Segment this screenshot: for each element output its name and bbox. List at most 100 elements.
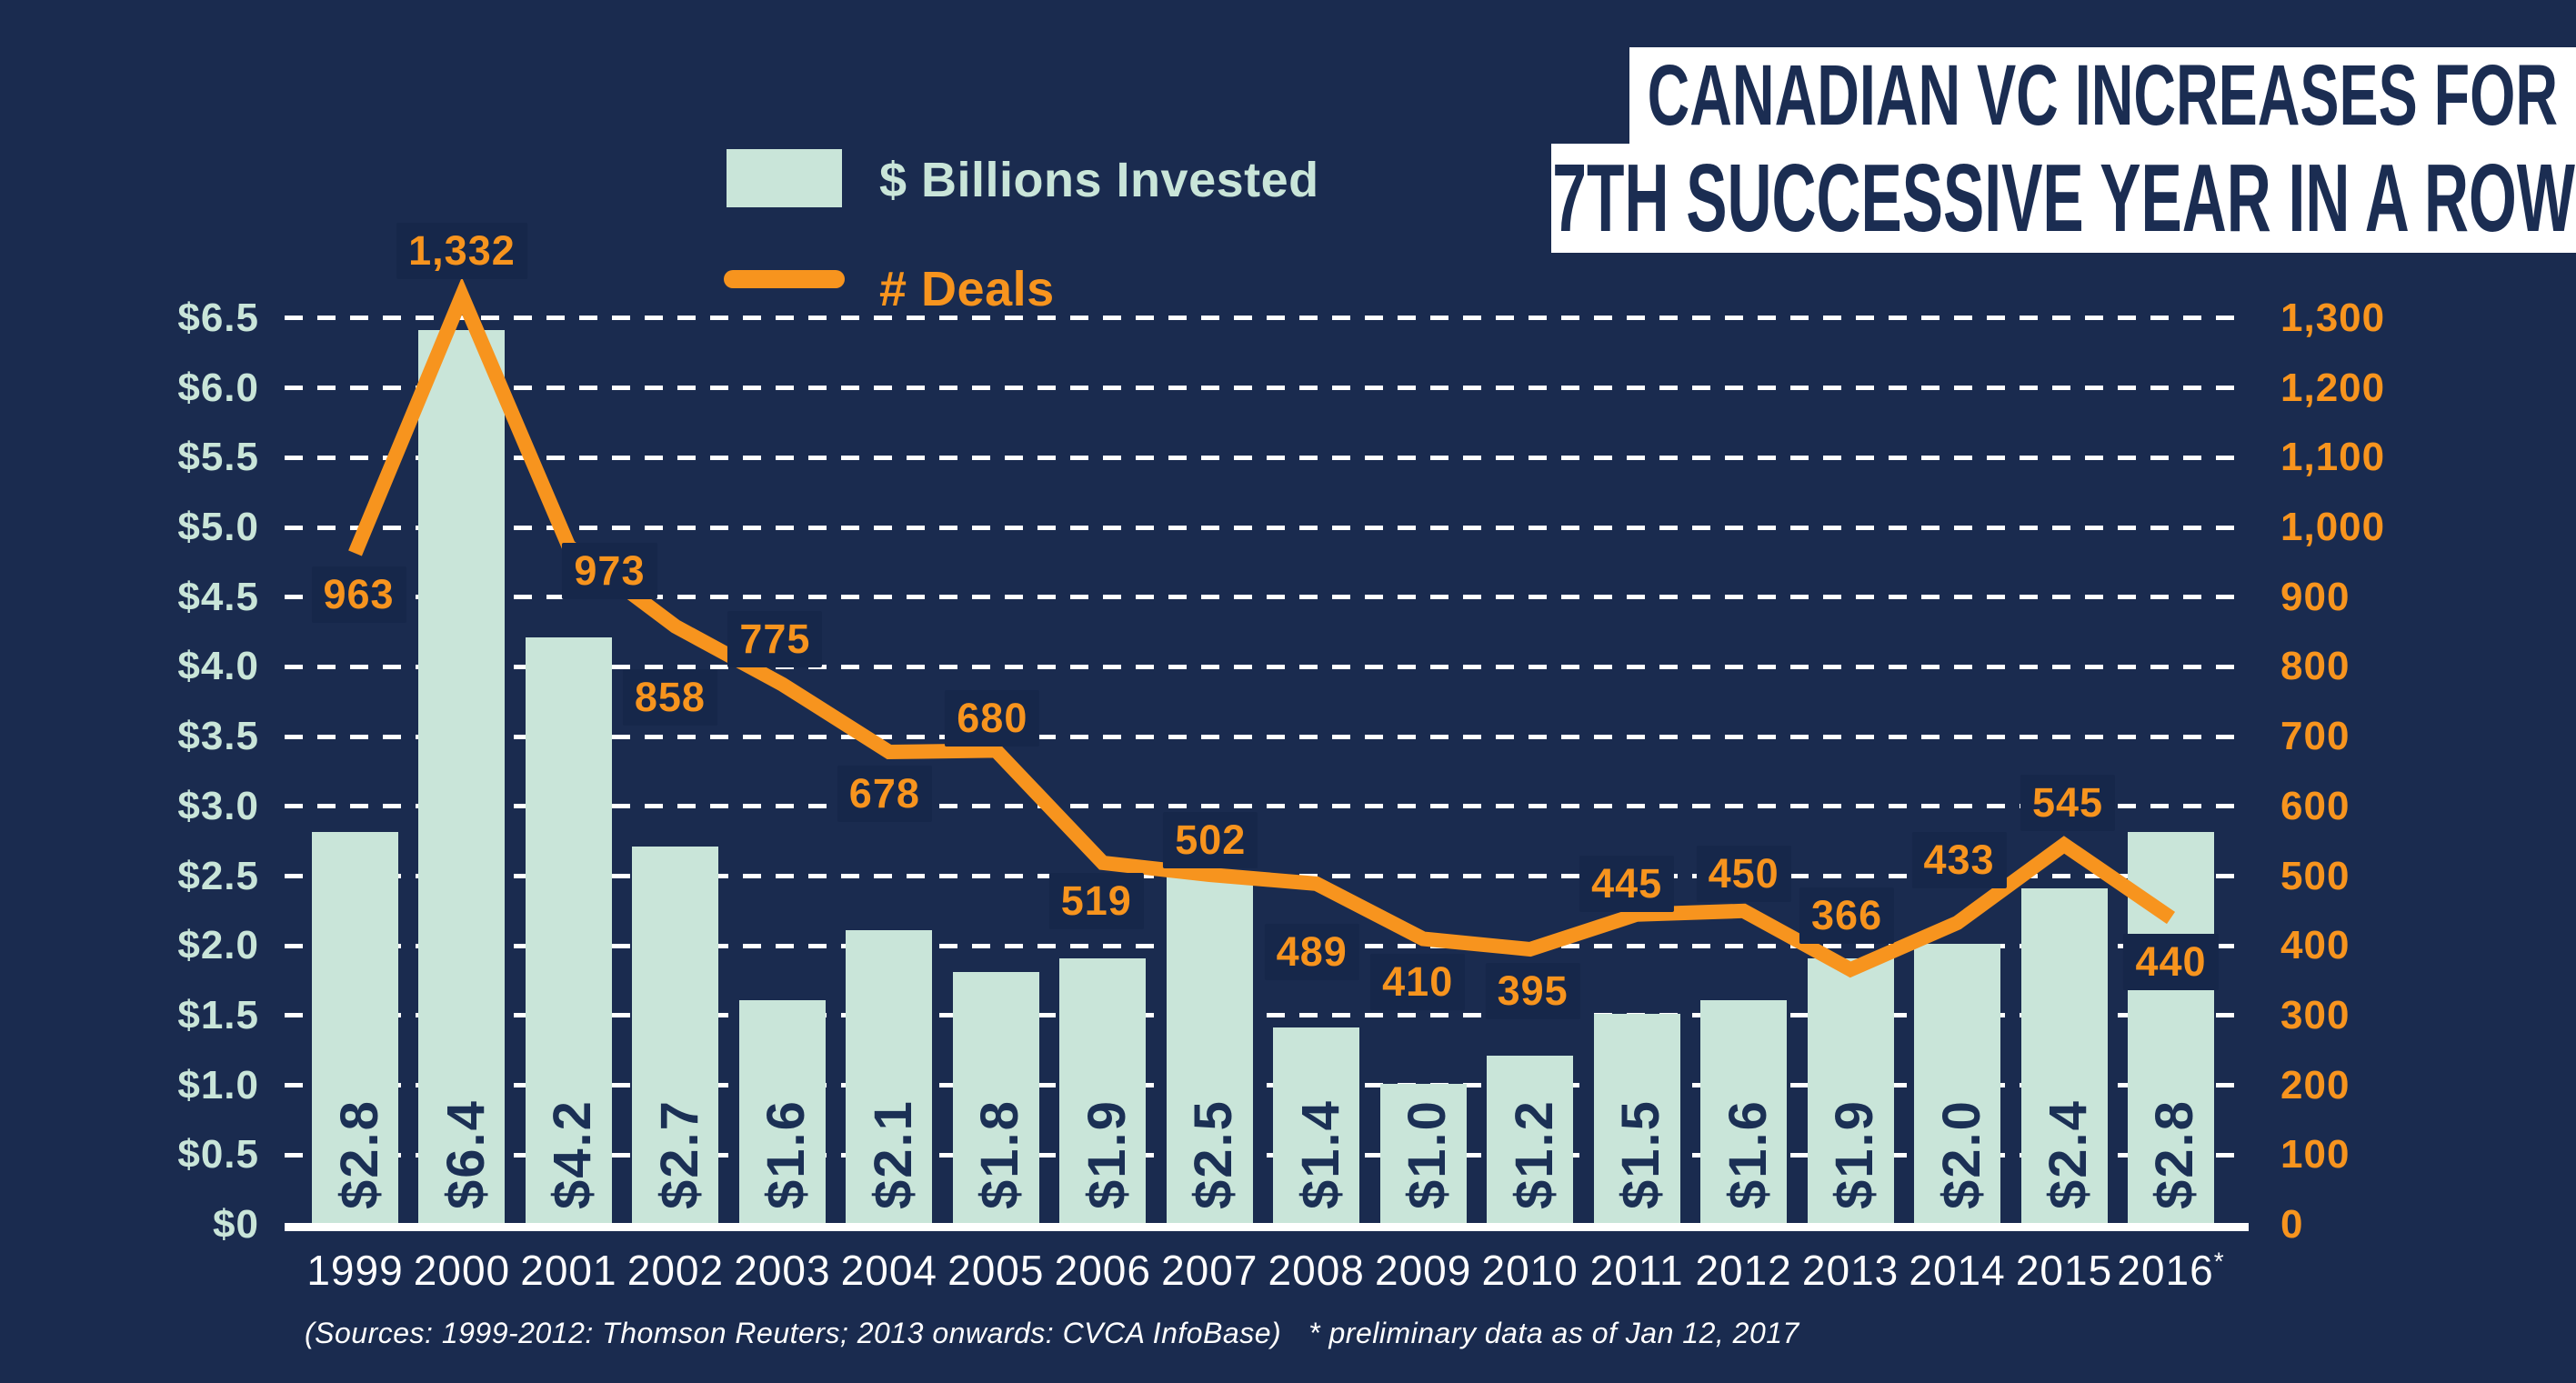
- page-title-line2: 7TH SUCCESSIVE YEAR IN A ROW: [1552, 144, 2575, 252]
- left-axis-tick-2.5: $2.5: [177, 853, 259, 898]
- year-label-2015: 2015: [2015, 1247, 2113, 1294]
- source-note: (Sources: 1999-2012: Thomson Reuters; 20…: [305, 1317, 1799, 1350]
- year-label-2009: 2009: [1375, 1247, 1472, 1294]
- bar-2001: [525, 636, 612, 1223]
- right-axis-tick-1300: 1,300: [2280, 295, 2386, 340]
- gridline-4.5: [285, 595, 2248, 600]
- right-axis-tick-500: 500: [2280, 853, 2350, 898]
- right-axis-tick-0: 0: [2280, 1202, 2304, 1247]
- right-axis-tick-400: 400: [2280, 923, 2350, 968]
- right-axis-tick-300: 300: [2280, 992, 2350, 1037]
- year-label-2003: 2003: [734, 1247, 831, 1294]
- year-label-2010: 2010: [1481, 1247, 1579, 1294]
- year-label-2007: 2007: [1161, 1247, 1258, 1294]
- deal-label-2005: 680: [945, 690, 1040, 747]
- gridline-1.5: [285, 1013, 2248, 1018]
- bar-2009: [1379, 1083, 1467, 1223]
- gridline-1.0: [285, 1083, 2248, 1088]
- legend-line-swatch: [724, 270, 845, 288]
- deal-label-2015: 545: [2020, 774, 2116, 831]
- right-axis-tick-200: 200: [2280, 1062, 2350, 1107]
- bar-1999: [312, 832, 398, 1223]
- deals-line: [348, 276, 2176, 978]
- year-label-2013: 2013: [1801, 1247, 1899, 1294]
- deal-label-2001: 973: [562, 542, 657, 599]
- gridline-5.0: [285, 525, 2248, 530]
- left-axis-tick-0.5: $0.5: [177, 1132, 259, 1178]
- left-axis-tick-1.0: $1.0: [177, 1062, 259, 1107]
- bar-2014: [1914, 944, 2001, 1223]
- bar-2007: [1166, 874, 1253, 1223]
- bar-2015: [2020, 887, 2108, 1223]
- gridline-0.5: [285, 1152, 2248, 1158]
- title-banner-line1: CANADIAN VC INCREASES FOR: [1629, 47, 2576, 144]
- bar-2003: [738, 999, 826, 1223]
- deal-label-2013: 366: [1799, 887, 1895, 945]
- year-label-2011: 2011: [1589, 1247, 1684, 1294]
- source-footnote: * preliminary data as of Jan 12, 2017: [1308, 1317, 1799, 1349]
- year-label-2001: 2001: [520, 1247, 617, 1294]
- deal-label-2007: 502: [1163, 811, 1258, 868]
- legend-bar-label: $ Billions Invested: [879, 153, 1319, 207]
- gridline-3.0: [285, 804, 2248, 809]
- left-axis-tick-4.0: $4.0: [177, 644, 259, 689]
- gridline-4.0: [285, 664, 2248, 669]
- page-title-line1: CANADIAN VC INCREASES FOR: [1647, 46, 2559, 144]
- bar-2013: [1807, 957, 1894, 1223]
- deal-label-2000: 1,332: [396, 223, 527, 280]
- deal-label-2002: 858: [622, 668, 717, 726]
- year-label-2004: 2004: [840, 1247, 938, 1294]
- left-axis-tick-6.5: $6.5: [177, 295, 259, 340]
- bar-2008: [1273, 1027, 1360, 1223]
- left-axis-tick-5.0: $5.0: [177, 505, 259, 549]
- right-axis-tick-600: 600: [2280, 783, 2350, 828]
- deal-label-2011: 445: [1579, 855, 1675, 912]
- gridline-6.5: [285, 316, 2248, 321]
- bar-2000: [418, 330, 506, 1223]
- right-axis-tick-1100: 1,100: [2280, 435, 2386, 480]
- year-label-2008: 2008: [1268, 1247, 1365, 1294]
- preliminary-asterisk: *: [2213, 1247, 2225, 1276]
- gridline-5.5: [285, 455, 2248, 460]
- bar-2004: [846, 929, 933, 1223]
- right-axis-tick-1000: 1,000: [2280, 505, 2386, 549]
- bar-2011: [1593, 1013, 1680, 1223]
- year-label-1999: 1999: [306, 1247, 404, 1294]
- left-axis-tick-0: $0: [213, 1202, 259, 1247]
- deal-label-2006: 519: [1048, 872, 1144, 929]
- right-axis-tick-900: 900: [2280, 574, 2350, 619]
- x-axis-line: [285, 1223, 2249, 1231]
- year-label-2006: 2006: [1054, 1247, 1151, 1294]
- right-axis-tick-700: 700: [2280, 714, 2350, 759]
- deal-label-1999: 963: [311, 566, 406, 624]
- bar-2006: [1059, 957, 1147, 1223]
- left-axis-tick-1.5: $1.5: [177, 992, 259, 1037]
- year-label-2000: 2000: [413, 1247, 511, 1294]
- left-axis-tick-2.0: $2.0: [177, 923, 259, 968]
- deal-label-2009: 410: [1370, 953, 1466, 1010]
- deal-label-2008: 489: [1264, 923, 1359, 980]
- bar-2002: [632, 846, 719, 1223]
- year-label-2012: 2012: [1695, 1247, 1792, 1294]
- year-label-2014: 2014: [1909, 1247, 2006, 1294]
- deal-label-2014: 433: [1911, 831, 2007, 888]
- left-axis-tick-3.5: $3.5: [177, 714, 259, 759]
- bar-2012: [1700, 999, 1788, 1223]
- source-text: (Sources: 1999-2012: Thomson Reuters; 20…: [305, 1317, 1282, 1349]
- year-label-2002: 2002: [626, 1247, 725, 1294]
- right-axis-tick-100: 100: [2280, 1132, 2350, 1178]
- deal-label-2003: 775: [727, 610, 823, 667]
- title-banner-line2: 7TH SUCCESSIVE YEAR IN A ROW: [1551, 144, 2576, 253]
- legend-line-label: # Deals: [879, 262, 1055, 316]
- legend-bar-swatch: [727, 149, 842, 207]
- year-label-2016: 2016*: [2117, 1247, 2225, 1294]
- deal-label-2004: 678: [837, 765, 932, 822]
- deal-label-2012: 450: [1696, 845, 1791, 902]
- left-axis-tick-6.0: $6.0: [177, 365, 259, 410]
- left-axis-tick-5.5: $5.5: [177, 435, 259, 480]
- left-axis-tick-3.0: $3.0: [177, 783, 259, 828]
- deal-label-2010: 395: [1485, 963, 1580, 1020]
- deal-label-2016*: 440: [2123, 933, 2219, 990]
